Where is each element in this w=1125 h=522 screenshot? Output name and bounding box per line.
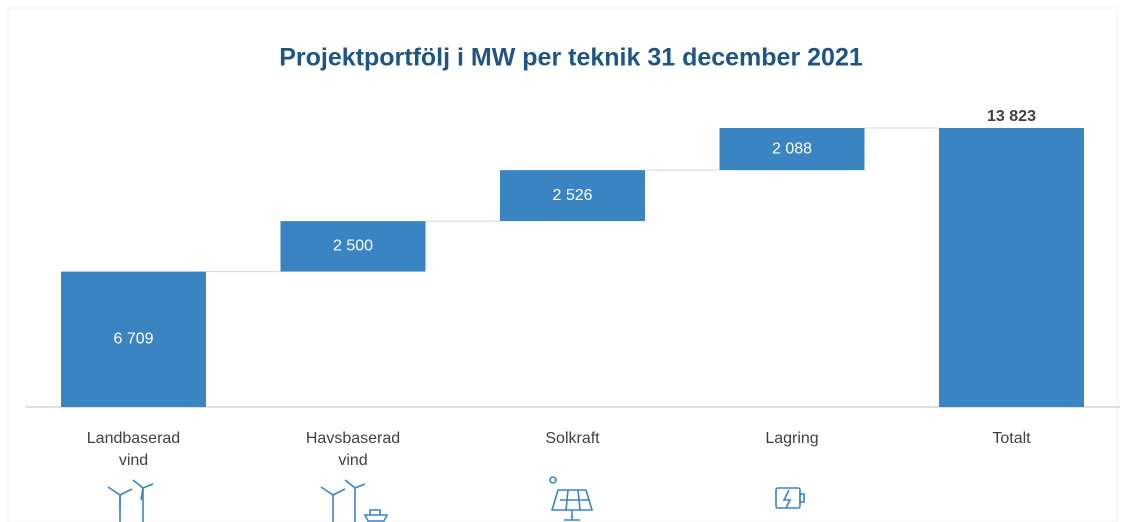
category-label: Havsbaserad vind [305, 430, 401, 469]
offshore-wind-icon [320, 479, 389, 522]
solar-icon [549, 476, 594, 521]
value-label: 2 088 [772, 140, 812, 157]
bar [500, 170, 645, 222]
category-label: Landbaserad vind [86, 430, 181, 469]
bar [939, 128, 1084, 407]
icons [107, 476, 805, 522]
value-label: 2 526 [552, 187, 592, 204]
frame [7, 7, 1118, 522]
battery-icon [775, 487, 805, 509]
bar [280, 221, 426, 272]
bar [719, 128, 865, 171]
value-label: 2 500 [333, 238, 373, 255]
chart-title: Projektportfölj i MW per teknik 31 decem… [279, 44, 863, 72]
category-label: Solkraft [545, 430, 600, 447]
value-label: 6 709 [113, 331, 153, 348]
bar [61, 271, 206, 407]
category-label: Totalt [992, 430, 1031, 447]
wind-icon [107, 479, 154, 522]
value-label: 13 823 [987, 108, 1036, 125]
category-label: Lagring [765, 430, 819, 447]
